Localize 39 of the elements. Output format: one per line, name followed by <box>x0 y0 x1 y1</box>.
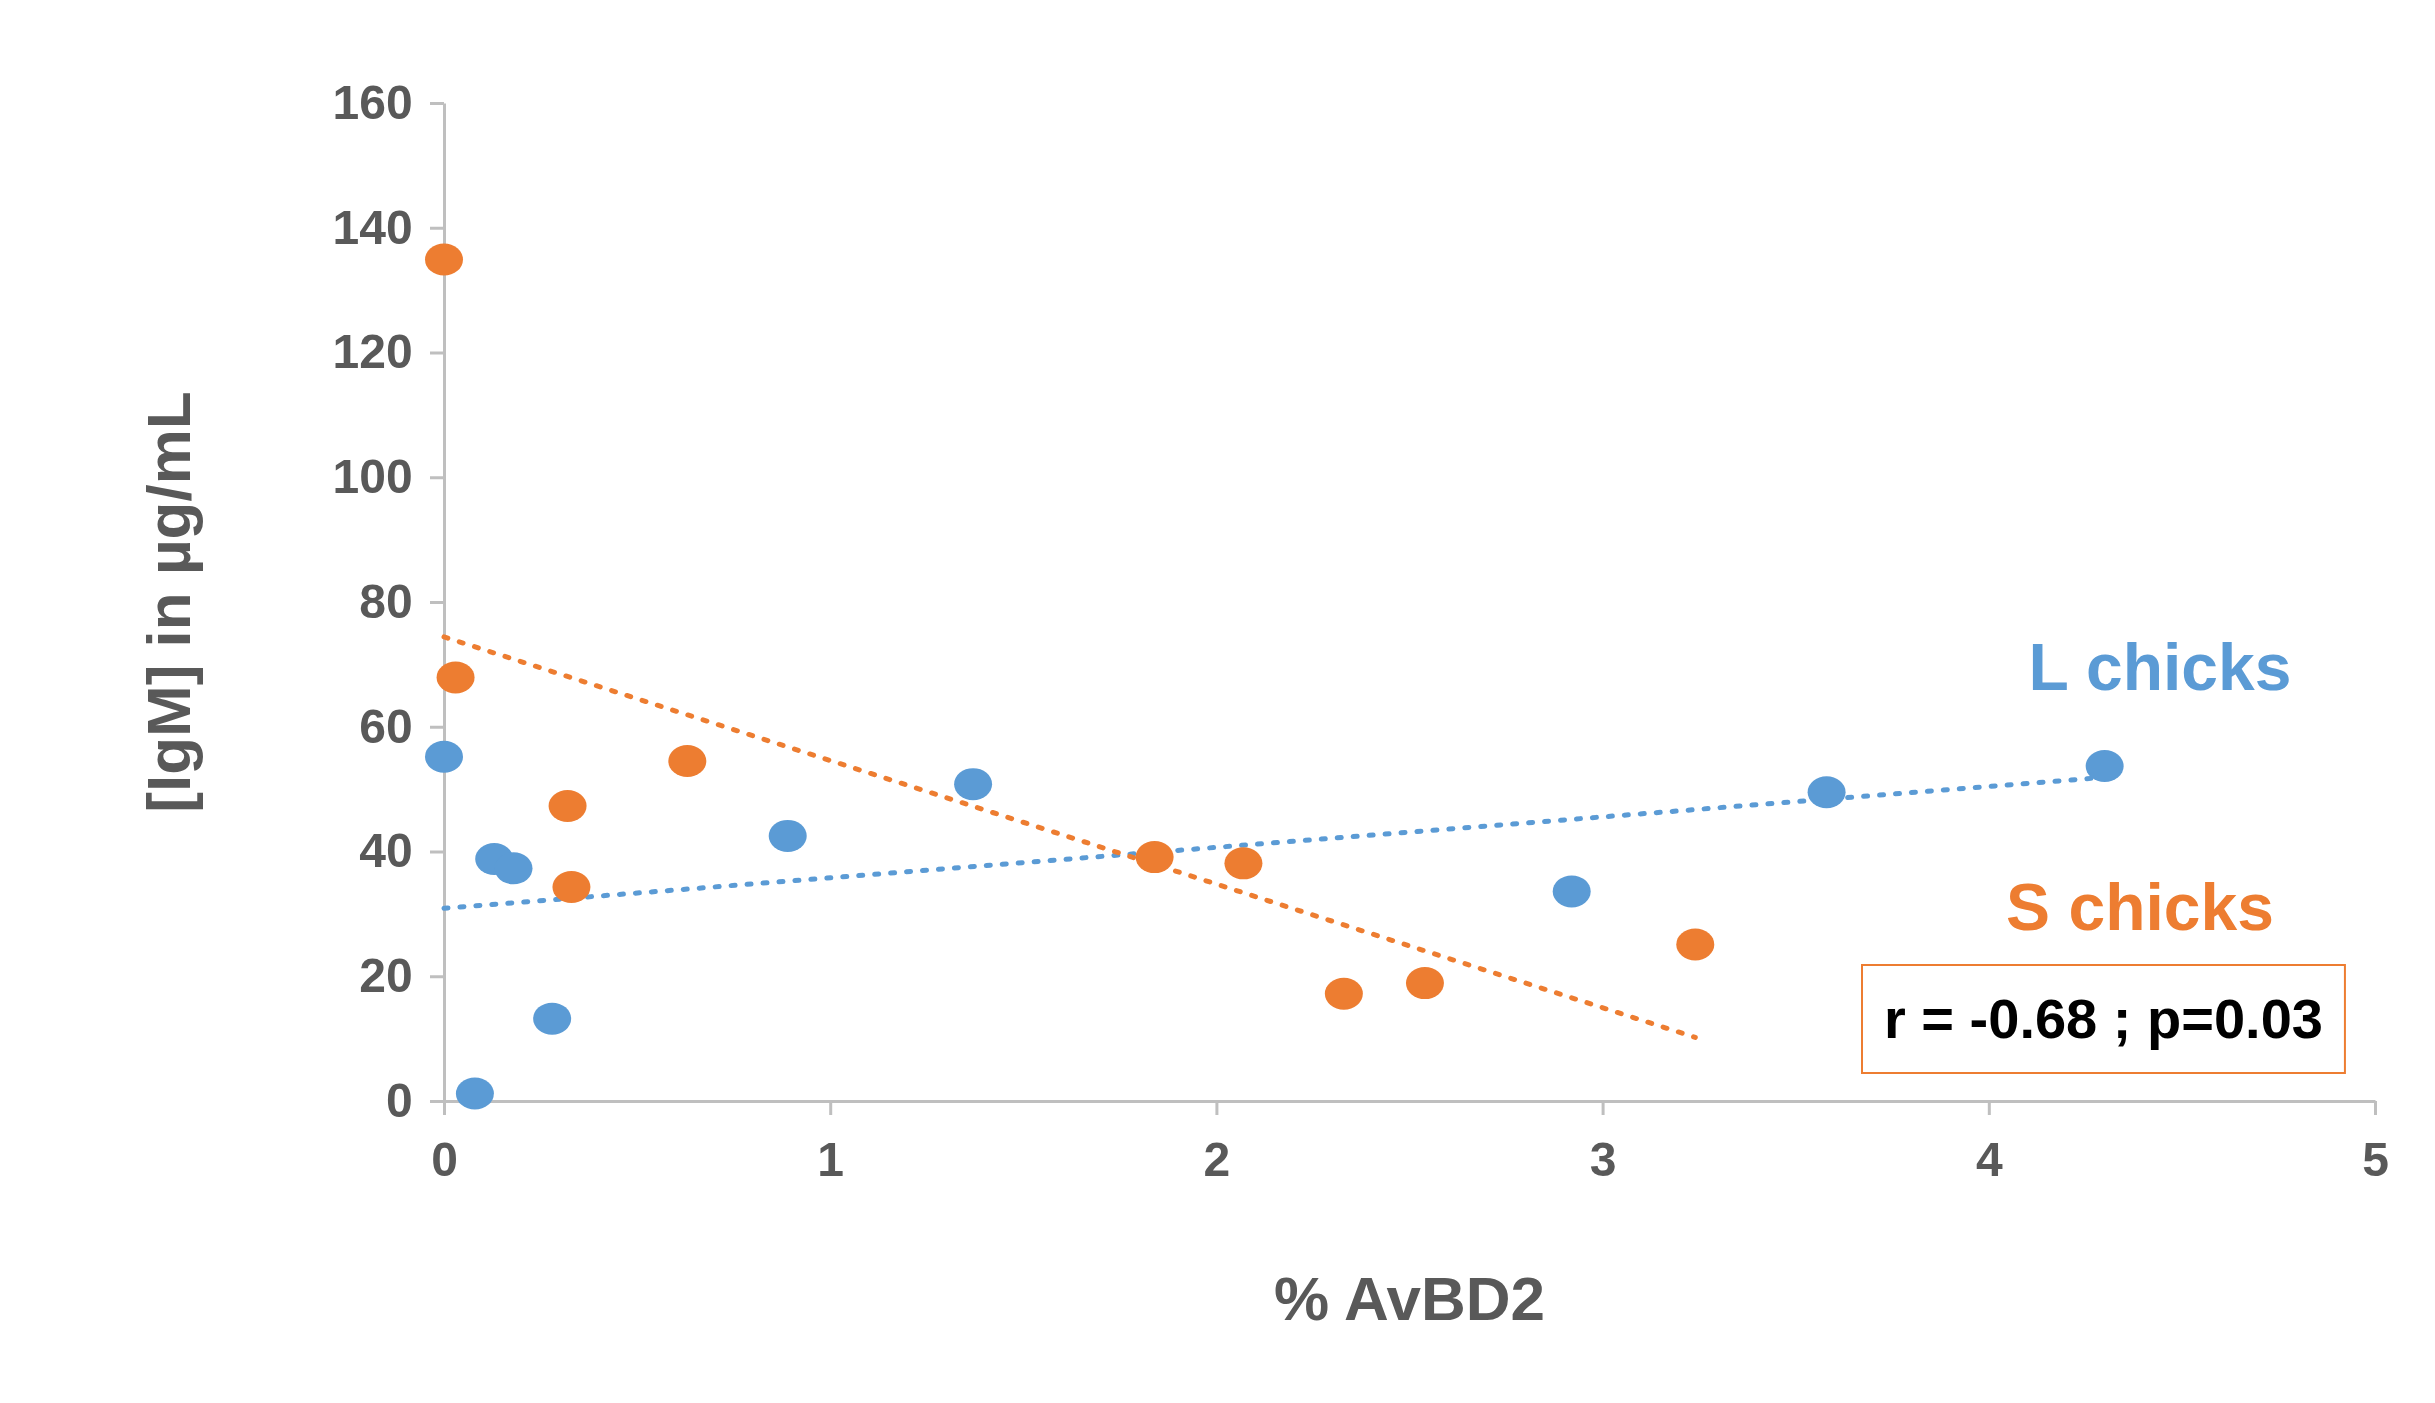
y-tick-label: 20 <box>359 949 413 1003</box>
point <box>1552 875 1591 908</box>
x-tick-label: 4 <box>1975 1132 2003 1186</box>
y-tick-label: 140 <box>332 200 413 254</box>
point <box>552 871 591 904</box>
x-tick-label: 2 <box>1203 1132 1231 1186</box>
x-tick-label: 5 <box>2362 1132 2389 1186</box>
point <box>1324 977 1363 1010</box>
series-label: L chicks <box>2028 630 2292 704</box>
point <box>494 852 533 885</box>
point <box>1676 928 1715 961</box>
point <box>455 1077 494 1110</box>
y-tick-label: 80 <box>359 574 413 628</box>
x-tick-label: 3 <box>1589 1132 1617 1186</box>
y-tick-label: 40 <box>359 824 413 878</box>
y-tick-label: 120 <box>332 325 413 379</box>
annotation: r = -0.68 ; p=0.03 <box>1884 987 2323 1050</box>
point <box>768 819 807 852</box>
point <box>436 661 475 694</box>
text: S chicks <box>2006 870 2274 944</box>
x-tick-label: 1 <box>817 1132 845 1186</box>
point <box>533 1002 572 1035</box>
point <box>1135 841 1174 874</box>
x-tick-label: 0 <box>431 1132 458 1186</box>
point <box>1224 847 1263 880</box>
y-tick-label: 60 <box>359 699 413 753</box>
point <box>425 243 463 276</box>
y-tick-label: 0 <box>385 1073 413 1127</box>
point <box>548 789 587 822</box>
point <box>2085 750 2124 783</box>
point <box>425 740 463 773</box>
point <box>1405 967 1444 1000</box>
point <box>668 745 707 778</box>
y-axis-title: [IgM] in µg/mL <box>134 391 203 813</box>
y-tick-label: 100 <box>332 450 413 504</box>
x-axis-title: % AvBD2 <box>1273 1264 1546 1333</box>
y-tick-label: 160 <box>332 75 413 129</box>
point <box>954 768 993 801</box>
point <box>1807 776 1846 809</box>
